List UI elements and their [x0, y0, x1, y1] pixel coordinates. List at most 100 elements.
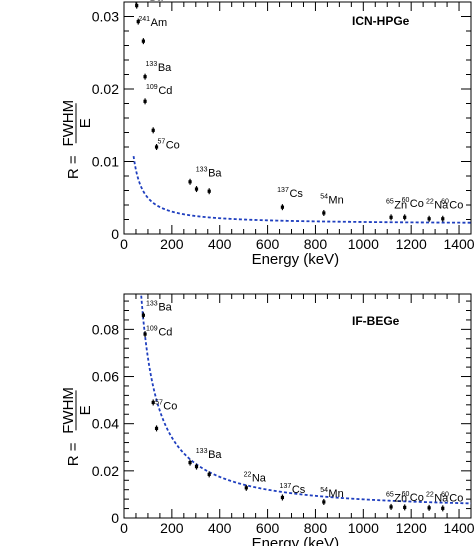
y-axis-title-prefix: R = [65, 442, 82, 466]
y-tick-label: 0.02 [92, 463, 119, 479]
data-point [143, 98, 147, 105]
isotope-symbol: Co [410, 198, 424, 210]
isotope-label: 54 Mn [320, 487, 343, 500]
chart-panel-icn-hpge: 0 200 400 600 800 1000 1200 1400 0 0.01 0.02 0.03 1… [60, 0, 474, 268]
y-tick-label: 0.03 [92, 9, 119, 25]
x-tick-label: 1000 [348, 520, 379, 536]
x-tick-label: 600 [256, 520, 280, 536]
data-point [154, 425, 159, 432]
data-point [188, 459, 192, 466]
isotope-label: 22 Na [244, 471, 267, 484]
isotope-mass-number: 60 [441, 199, 449, 206]
detector-label: ICN-HPGe [352, 14, 410, 28]
isotope-symbol: Cd [158, 85, 172, 97]
isotope-label: 60 Co [441, 199, 463, 212]
isotope-label: 22 Na [426, 491, 449, 504]
isotope-mass-number: 241 [138, 16, 150, 23]
isotope-label: 54 Mn [320, 194, 343, 207]
isotope-mass-number: 133 [146, 301, 158, 308]
isotope-label: 65 Zn [386, 199, 407, 212]
data-point [427, 215, 431, 222]
isotope-label: 57 Co [158, 138, 180, 151]
data-point [389, 214, 393, 221]
data-point [441, 505, 445, 512]
isotope-mass-number: 133 [146, 61, 158, 68]
data-point [143, 331, 147, 338]
isotope-symbol: Co [410, 492, 424, 504]
isotope-label: 241 Am [138, 16, 167, 29]
isotope-label: 137 Cs [280, 483, 306, 496]
isotope-label: 22 Na [426, 199, 449, 212]
x-axis-title: Energy (keV) [252, 535, 340, 546]
isotope-symbol: Na [434, 200, 449, 212]
isotope-symbol: Co [163, 401, 177, 413]
detector-label: IF-BEGe [352, 314, 400, 328]
data-point [403, 214, 407, 221]
data-point [244, 484, 248, 491]
y-axis-title-denominator: E [77, 405, 94, 415]
data-point [322, 209, 326, 216]
isotope-mass-number: 60 [402, 491, 410, 498]
isotope-symbol: Cd [158, 326, 172, 338]
isotope-mass-number: 133 [196, 448, 208, 455]
isotope-mass-number: 57 [158, 138, 166, 145]
isotope-mass-number: 133 [196, 167, 208, 174]
isotope-label: 57 Co [155, 400, 177, 413]
y-tick-label: 0 [111, 226, 119, 242]
x-axis-title: Energy (keV) [252, 251, 340, 268]
isotope-mass-number: 54 [320, 487, 328, 494]
y-tick-label: 0.04 [92, 416, 119, 432]
y-tick-label: 0.06 [92, 369, 119, 385]
x-tick-label: 1400 [443, 520, 474, 536]
fit-curve [132, 155, 471, 224]
y-axis-title-numerator: FWHM [60, 100, 77, 147]
isotope-symbol: Mn [328, 488, 343, 500]
x-tick-label: 400 [208, 236, 232, 252]
isotope-mass-number: 65 [386, 491, 394, 498]
isotope-symbol: Mn [328, 195, 343, 207]
x-tick-label: 1000 [348, 236, 379, 252]
data-point [141, 312, 145, 319]
data-point [194, 186, 199, 193]
isotope-mass-number: 54 [320, 194, 328, 201]
x-tick-label: 0 [120, 520, 128, 536]
data-points [141, 312, 445, 512]
y-axis-title-numerator: FWHM [60, 387, 77, 434]
chart-panel-if-bege: 0 200 400 600 800 1000 1200 1400 0 0.02 0.04 0.06 0.… [60, 293, 474, 546]
data-point [194, 463, 199, 470]
data-point [154, 144, 159, 150]
y-axis-title: R = FWHM E [60, 100, 94, 179]
isotope-mass-number: 109 [146, 84, 158, 91]
isotope-mass-number: 22 [426, 199, 434, 206]
isotope-symbol: Ba [158, 62, 172, 74]
axis-ticks: 0 200 400 600 800 1000 1200 1400 0 0.01 0.02 0.03 [92, 1, 474, 252]
isotope-label: 137 Cs [277, 187, 303, 200]
data-point [280, 494, 285, 501]
isotope-symbol: Na [434, 492, 449, 504]
isotope-label: 60 Co [441, 491, 463, 504]
isotope-mass-number: 57 [155, 400, 163, 407]
plot-frame [123, 293, 472, 519]
isotope-label: 65 Zn [386, 491, 407, 504]
isotope-label: 109 Cd [146, 84, 172, 97]
isotope-symbol: Am [151, 17, 168, 29]
isotope-symbol: Zn [394, 200, 407, 212]
y-tick-label: 0.01 [92, 154, 119, 170]
data-point [322, 498, 326, 505]
x-tick-label: 400 [208, 520, 232, 536]
x-tick-label: 200 [160, 520, 184, 536]
isotope-symbol: Cs [292, 484, 306, 496]
isotope-symbol: Zn [394, 492, 407, 504]
isotope-symbol: Co [449, 492, 463, 504]
data-point [141, 38, 145, 45]
x-tick-label: 800 [304, 520, 328, 536]
isotope-symbol: Co [166, 139, 180, 151]
isotope-mass-number: 137 [280, 483, 292, 490]
data-point [188, 178, 192, 185]
data-point [280, 204, 285, 211]
